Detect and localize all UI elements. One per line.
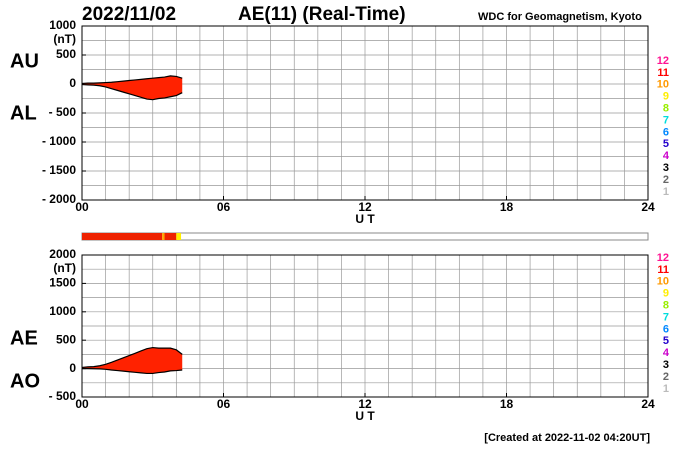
coverage-segment [162, 233, 165, 240]
series-name: AU [10, 50, 39, 72]
x-tick-label: 12 [358, 397, 372, 411]
station-count: 11 [657, 67, 669, 79]
station-count: 10 [657, 79, 669, 91]
title: AE(11) (Real-Time) [238, 4, 406, 25]
station-count: 1 [663, 383, 669, 395]
station-count: 5 [663, 138, 669, 150]
band-fill [82, 75, 183, 100]
series-name: AE [10, 327, 38, 349]
station-count: 12 [657, 55, 669, 67]
y-tick-label: - 1500 [42, 163, 76, 177]
station-count: 3 [663, 359, 669, 371]
date: 2022/11/02 [82, 4, 176, 25]
station-count: 3 [663, 162, 669, 174]
coverage-segment [82, 233, 163, 240]
y-tick-label: 500 [56, 47, 76, 61]
footer: [Created at 2022-11-02 04:20UT] [484, 432, 650, 444]
y-tick-label: - 1000 [42, 134, 76, 148]
station-count: 1 [663, 186, 669, 198]
x-axis-label: U T [355, 212, 375, 226]
station-count: 4 [663, 347, 670, 359]
station-count: 6 [663, 126, 669, 138]
x-tick-label: 00 [75, 200, 89, 214]
station-count: 9 [663, 91, 669, 103]
x-tick-label: 18 [500, 200, 514, 214]
series-name: AL [10, 102, 37, 124]
x-tick-label: 06 [217, 397, 231, 411]
y-tick-label: - 500 [49, 105, 77, 119]
y-tick-label: 1000 [49, 18, 76, 32]
series-line [81, 83, 183, 101]
x-tick-label: 24 [641, 200, 655, 214]
station-count: 7 [663, 311, 669, 323]
series-line [81, 346, 183, 369]
y-tick-label: 1500 [49, 276, 76, 290]
y-tick-label: 2000 [49, 247, 76, 261]
x-axis-label: U T [355, 409, 375, 423]
series-name: AO [10, 370, 40, 392]
x-tick-label: 24 [641, 397, 655, 411]
x-tick-label: 06 [217, 200, 231, 214]
station-count: 12 [657, 252, 669, 264]
x-tick-label: 18 [500, 397, 514, 411]
coverage-segment [176, 233, 182, 240]
station-count: 9 [663, 288, 669, 300]
series-line [81, 75, 183, 85]
station-count: 10 [657, 276, 669, 288]
source: WDC for Geomagnetism, Kyoto [478, 11, 642, 23]
y-tick-label: 500 [56, 332, 76, 346]
x-tick-label: 00 [75, 397, 89, 411]
station-count: 7 [663, 114, 669, 126]
station-count: 8 [663, 300, 669, 312]
x-tick-label: 12 [358, 200, 372, 214]
series-line [82, 368, 183, 375]
band-fill [82, 347, 183, 374]
y-tick-label: - 2000 [42, 192, 76, 206]
station-count: 4 [663, 150, 670, 162]
y-axis-unit: (nT) [53, 261, 76, 275]
station-count: 11 [657, 264, 669, 276]
coverage-segment [164, 233, 177, 240]
y-tick-label: - 500 [49, 389, 77, 403]
station-count: 2 [663, 174, 669, 186]
station-count: 8 [663, 103, 669, 115]
y-tick-label: 0 [69, 361, 76, 375]
station-count: 2 [663, 371, 669, 383]
station-count: 5 [663, 335, 669, 347]
station-count: 6 [663, 323, 669, 335]
y-tick-label: 1000 [49, 304, 76, 318]
y-tick-label: 0 [69, 76, 76, 90]
y-axis-unit: (nT) [53, 32, 76, 46]
